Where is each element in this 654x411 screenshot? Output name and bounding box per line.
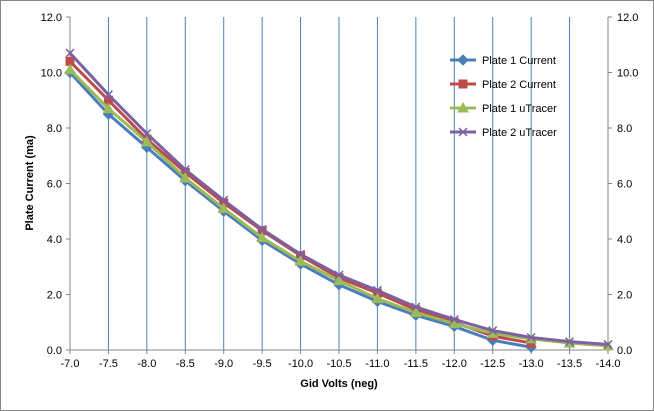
x-tick-label: -10.0 <box>288 358 313 370</box>
legend-item-plate-1-utracer: Plate 1 uTracer <box>450 101 557 115</box>
legend-swatch-marker <box>457 54 469 66</box>
data-point <box>64 63 76 75</box>
data-point <box>449 314 459 325</box>
data-point <box>142 129 152 139</box>
legend-label: Plate 1 uTracer <box>482 103 557 115</box>
data-point <box>371 292 384 304</box>
x-tick-label: -12.5 <box>480 358 505 370</box>
tick-labels: 0.0 2.0 4.0 6.0 8.0 10.0 12.0 0.0 2.0 4.0 6.0 8.0 10… <box>41 12 639 370</box>
legend-label: Plate 2 Current <box>482 79 556 91</box>
x-tick-label: -13.5 <box>557 358 582 370</box>
x-tick-label: -13.0 <box>519 358 544 370</box>
data-point <box>565 337 575 347</box>
data-point <box>603 339 613 349</box>
data-point <box>448 317 461 329</box>
x-tick-label: -14.0 <box>595 358 620 370</box>
data-point <box>179 171 192 183</box>
data-point <box>334 270 344 280</box>
data-point <box>372 285 382 295</box>
x-tick-label: -9.0 <box>214 358 233 370</box>
data-point <box>141 135 153 147</box>
data-point <box>333 274 345 286</box>
data-point <box>256 231 268 243</box>
data-point <box>526 332 536 343</box>
legend-item-plate-1-current: Plate 1 Current <box>450 54 556 67</box>
y-tick-label: 4.0 <box>47 234 62 246</box>
y-tick-label: 10.0 <box>41 68 62 80</box>
secondary-y-tick-label: 12.0 <box>617 12 638 24</box>
secondary-y-tick-label: 6.0 <box>617 179 632 191</box>
data-point <box>488 326 498 336</box>
secondary-y-tick-label: 8.0 <box>617 123 632 135</box>
legend-swatch-marker <box>458 127 468 137</box>
x-tick-label: -7.5 <box>99 358 118 370</box>
data-point <box>219 195 229 205</box>
x-tick-label: -9.5 <box>253 358 272 370</box>
data-point <box>102 102 115 114</box>
series-layer <box>64 48 614 353</box>
legend-swatch-marker <box>458 79 468 89</box>
data-point <box>65 48 75 58</box>
secondary-y-tick-label: 4.0 <box>617 234 632 246</box>
secondary-y-tick-label: 2.0 <box>617 290 632 302</box>
y-tick-label: 2.0 <box>47 290 62 302</box>
x-tick-label: -10.5 <box>326 358 351 370</box>
secondary-y-tick-label: 10.0 <box>617 68 638 80</box>
legend: Plate 1 Current Plate 2 Current Plate 1 uT… <box>450 54 557 139</box>
legend-label: Plate 2 uTracer <box>482 127 557 139</box>
data-point <box>217 202 230 213</box>
x-tick-label: -7.0 <box>61 358 80 370</box>
x-tick-label: -8.0 <box>137 358 156 370</box>
x-tick-label: -11.5 <box>404 358 428 370</box>
legend-label: Plate 1 Current <box>482 55 556 67</box>
y-tick-label: 8.0 <box>47 123 62 135</box>
x-axis-title: Gid Volts (neg) <box>300 378 378 390</box>
y-axis-title: Plate Current (ma) <box>24 135 36 231</box>
data-point <box>294 255 307 266</box>
data-point <box>411 302 421 312</box>
y-tick-label: 0.0 <box>47 345 62 357</box>
x-tick-label: -11.0 <box>365 358 389 370</box>
legend-item-plate-2-current: Plate 2 Current <box>450 79 556 91</box>
series-plate-2-utracer <box>65 48 613 349</box>
x-tick-label: -8.5 <box>176 358 195 370</box>
y-tick-label: 12.0 <box>41 12 62 24</box>
secondary-y-tick-label: 0.0 <box>617 345 632 357</box>
legend-item-plate-2-utracer: Plate 2 uTracer <box>450 127 557 139</box>
data-point <box>296 249 306 259</box>
x-tick-label: -12.0 <box>442 358 467 370</box>
legend-swatch-marker <box>457 101 469 113</box>
data-point <box>180 165 190 175</box>
data-point <box>257 224 267 234</box>
data-point <box>410 306 422 318</box>
y-tick-label: 6.0 <box>47 179 62 191</box>
data-point <box>103 90 113 100</box>
